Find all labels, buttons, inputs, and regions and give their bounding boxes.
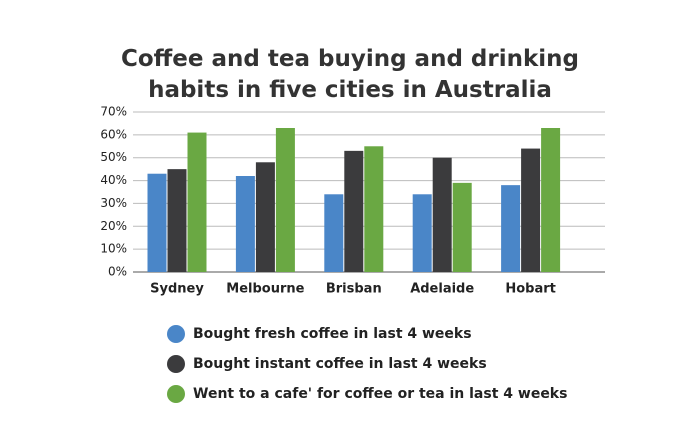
bar	[501, 185, 521, 272]
y-tick-label: 60%	[100, 127, 127, 141]
x-tick-label: Hobart	[505, 282, 556, 297]
legend-swatch	[167, 325, 185, 343]
legend-label: Went to a cafe' for coffee or tea in las…	[193, 386, 567, 402]
legend-swatch	[167, 355, 185, 373]
bar	[324, 194, 344, 272]
y-tick-label: 70%	[100, 105, 127, 119]
x-tick-label: Sydney	[150, 282, 204, 297]
bar	[255, 162, 275, 272]
bar	[275, 128, 295, 272]
legend-swatch	[167, 385, 185, 403]
bar	[541, 128, 561, 272]
bar	[452, 182, 472, 272]
bar	[235, 176, 255, 272]
x-tick-label: Brisban	[326, 282, 382, 297]
bar	[167, 169, 187, 272]
x-tick-label: Melbourne	[226, 282, 304, 297]
y-tick-label: 10%	[100, 242, 127, 256]
y-tick-label: 0%	[108, 265, 127, 279]
chart-title: Coffee and tea buying and drinking habit…	[120, 46, 579, 103]
y-tick-label: 40%	[100, 173, 127, 187]
legend-label: Bought fresh coffee in last 4 weeks	[193, 326, 472, 342]
y-tick-label: 50%	[100, 150, 127, 164]
y-tick-label: 30%	[100, 196, 127, 210]
legend-label: Bought instant coffee in last 4 weeks	[193, 356, 487, 372]
bar	[521, 148, 541, 272]
bar	[412, 194, 432, 272]
y-tick-label: 20%	[100, 219, 127, 233]
bar	[187, 132, 207, 272]
bar	[147, 173, 167, 272]
bar	[364, 146, 384, 272]
bar	[344, 150, 364, 272]
x-tick-label: Adelaide	[410, 282, 474, 297]
bar	[432, 157, 452, 272]
